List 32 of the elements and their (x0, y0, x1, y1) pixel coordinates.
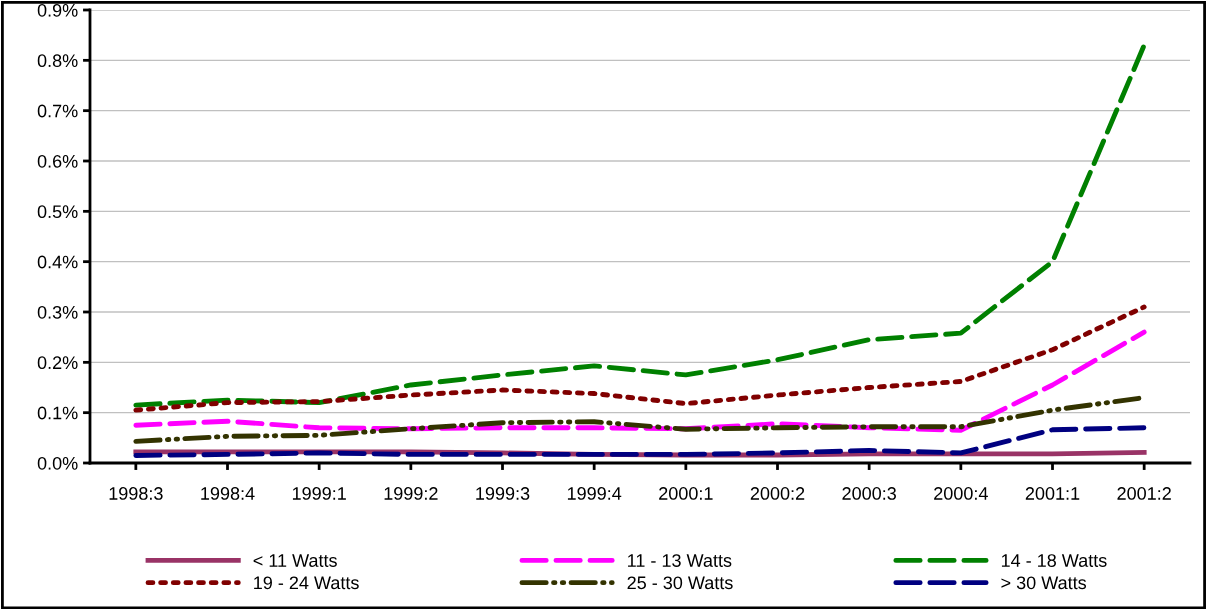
x-tick-label: 1998:3 (109, 487, 163, 500)
x-tick-label: 2000:4 (934, 487, 988, 500)
y-tick-label: 0.8% (37, 54, 78, 68)
y-tick-label: 0.1% (37, 406, 78, 420)
y-tick-label: 0.4% (37, 255, 78, 269)
y-tick-label: 0.5% (37, 205, 78, 219)
line-series (133, 329, 1147, 433)
x-tick-label: 2000:2 (750, 487, 805, 500)
y-tick-label: 0.3% (37, 305, 78, 319)
x-tick-label: 1998:4 (201, 487, 255, 500)
x-tick-label: 1999:3 (476, 487, 530, 500)
x-tick-label: 1999:2 (384, 487, 438, 500)
y-tick-label: 0.9% (37, 3, 78, 17)
line-series (133, 425, 1147, 458)
legend-label: > 30 Watts (1001, 576, 1087, 590)
legend-label: 25 - 30 Watts (627, 576, 733, 590)
legend-label: < 11 Watts (253, 554, 337, 567)
y-tick-label: 0.2% (37, 356, 78, 370)
legend-label: 14 - 18 Watts (1001, 554, 1107, 567)
x-tick-label: 2001:1 (1025, 487, 1080, 500)
line-series (133, 304, 1147, 413)
x-tick-label: 2001:2 (1117, 487, 1171, 500)
legend-label: 19 - 24 Watts (254, 576, 359, 590)
y-tick-label: 0.7% (37, 104, 78, 118)
y-tick-label: 0.0% (37, 456, 78, 470)
line-series (133, 42, 1147, 408)
legend-label: 11 - 13 Watts (628, 554, 732, 567)
x-tick-label: 1999:1 (292, 487, 346, 500)
x-tick-label: 1999:4 (567, 487, 622, 500)
x-tick-label: 2000:1 (659, 487, 713, 500)
y-tick-label: 0.6% (37, 154, 78, 168)
x-tick-label: 2000:3 (842, 487, 896, 500)
